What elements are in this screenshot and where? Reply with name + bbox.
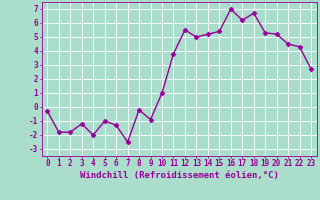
X-axis label: Windchill (Refroidissement éolien,°C): Windchill (Refroidissement éolien,°C): [80, 171, 279, 180]
